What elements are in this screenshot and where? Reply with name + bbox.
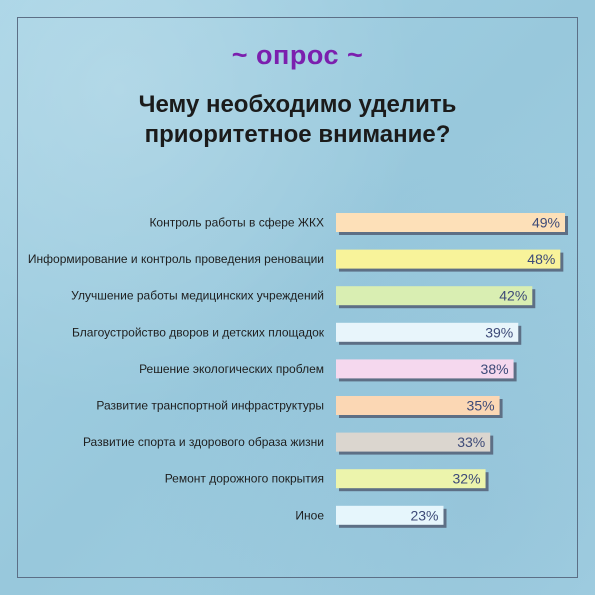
category-label: Улучшение работы медицинских учреждений — [71, 289, 324, 303]
category-label: Решение экологических проблем — [139, 362, 324, 376]
category-label: Иное — [295, 508, 324, 522]
category-label: Развитие транспортной инфраструктуры — [96, 399, 324, 413]
category-label: Развитие спорта и здорового образа жизни — [83, 435, 324, 449]
title-line-1: Чему необходимо уделить — [138, 91, 457, 118]
bar — [336, 249, 561, 269]
bar — [336, 322, 519, 342]
value-label: 42% — [499, 288, 527, 304]
frame-border — [17, 17, 578, 578]
category-label: Контроль работы в сфере ЖКХ — [149, 216, 324, 230]
value-label: 33% — [457, 434, 485, 450]
value-label: 39% — [485, 324, 513, 340]
bar — [336, 505, 444, 525]
value-label: 23% — [410, 507, 438, 523]
title-line-2: приоритетное внимание? — [144, 121, 451, 148]
bar — [336, 359, 514, 379]
value-label: 35% — [467, 398, 495, 414]
category-label: Ремонт дорожного покрытия — [165, 472, 324, 486]
page-title: Чему необходимо уделить приоритетное вни… — [0, 90, 595, 150]
value-label: 32% — [453, 471, 481, 487]
value-label: 49% — [532, 215, 560, 231]
bar — [336, 286, 533, 306]
value-label: 48% — [527, 251, 555, 267]
bar — [336, 213, 565, 232]
value-label: 38% — [481, 361, 509, 377]
bar — [336, 396, 500, 415]
category-label: Благоустройство дворов и детских площадо… — [72, 325, 325, 339]
category-label: Информирование и контроль проведения рен… — [28, 252, 324, 266]
bar — [336, 432, 491, 452]
survey-tag: ~ опрос ~ — [231, 40, 364, 70]
bar — [336, 469, 486, 489]
